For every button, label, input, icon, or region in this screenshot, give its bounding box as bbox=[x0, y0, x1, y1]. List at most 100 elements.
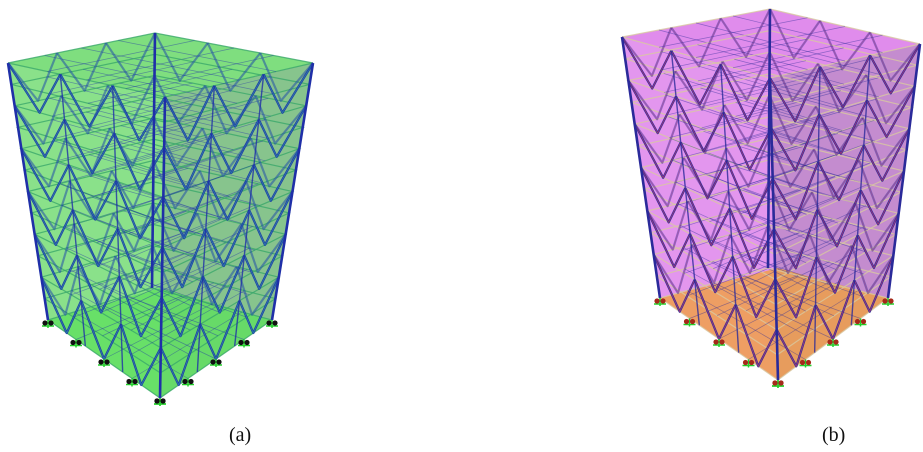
brace-highlight bbox=[723, 112, 772, 171]
diagonal-brace bbox=[110, 160, 155, 210]
brace-highlight bbox=[770, 114, 820, 172]
diagonal-brace bbox=[818, 20, 871, 71]
corner-column bbox=[150, 32, 157, 289]
support-node bbox=[799, 359, 812, 368]
floor-beam bbox=[669, 103, 805, 139]
brace-highlight bbox=[869, 32, 921, 82]
brace-highlight bbox=[627, 80, 677, 134]
brace-highlight bbox=[683, 148, 727, 198]
support-pin bbox=[238, 339, 244, 346]
base-mat bbox=[660, 268, 888, 380]
support-pin bbox=[778, 380, 784, 386]
diagonal-brace bbox=[812, 148, 860, 199]
diagonal-brace bbox=[633, 114, 681, 164]
diagonal-brace bbox=[254, 95, 308, 145]
brace-highlight bbox=[248, 191, 293, 246]
floor-beam bbox=[51, 82, 193, 117]
support-node bbox=[126, 378, 138, 387]
brace-highlight bbox=[78, 255, 116, 305]
brace-highlight bbox=[773, 209, 818, 270]
brace-highlight bbox=[854, 255, 894, 313]
support-pin bbox=[719, 339, 725, 345]
diagonal-brace bbox=[861, 117, 911, 167]
brace-highlight bbox=[769, 8, 821, 59]
brace-highlight bbox=[14, 95, 62, 145]
brace-highlight bbox=[115, 245, 153, 295]
brace-highlight bbox=[120, 324, 162, 387]
diagonal-brace bbox=[151, 245, 196, 295]
floor-beam bbox=[658, 29, 808, 70]
floor-beam bbox=[129, 226, 253, 283]
floor-beam bbox=[670, 138, 807, 191]
diagonal-brace bbox=[690, 234, 732, 285]
brace-highlight bbox=[239, 277, 280, 334]
support-pin bbox=[805, 359, 812, 366]
corner-column bbox=[6, 62, 50, 321]
floor-beam bbox=[740, 253, 863, 297]
support-pin bbox=[266, 320, 272, 326]
floor-beam bbox=[87, 68, 233, 104]
floor-beam bbox=[118, 40, 277, 72]
support-pin bbox=[272, 320, 278, 326]
brace-highlight bbox=[204, 85, 256, 135]
diagonal-brace bbox=[769, 8, 821, 60]
floor-beam bbox=[125, 55, 274, 89]
diagonal-brace bbox=[857, 159, 905, 210]
brace-highlight bbox=[670, 18, 722, 68]
brace-highlight bbox=[243, 234, 287, 290]
brace-highlight bbox=[869, 43, 921, 95]
floor-beam bbox=[661, 51, 808, 95]
brace-highlight bbox=[163, 133, 212, 191]
brace-highlight bbox=[653, 244, 693, 294]
brace-highlight bbox=[725, 138, 770, 188]
brace-highlight bbox=[34, 234, 78, 290]
brace-highlight bbox=[862, 117, 910, 167]
floor-beam bbox=[741, 183, 869, 239]
brace-highlight bbox=[161, 276, 204, 338]
diagonal-brace bbox=[865, 74, 916, 125]
floor-beam bbox=[99, 303, 217, 360]
diagonal-brace bbox=[196, 213, 243, 263]
floor-beam bbox=[84, 90, 236, 127]
brace-highlight bbox=[153, 160, 201, 210]
support-pin bbox=[654, 298, 660, 304]
floor-beam bbox=[98, 282, 219, 337]
support-node bbox=[42, 320, 54, 328]
diagonal-brace bbox=[40, 266, 80, 316]
support-node bbox=[654, 298, 666, 306]
support-pin bbox=[772, 380, 778, 386]
floor-beam bbox=[68, 268, 191, 331]
brace-highlight bbox=[258, 105, 307, 158]
brace-highlight bbox=[865, 74, 916, 124]
column bbox=[813, 66, 821, 353]
support-pin bbox=[827, 339, 833, 345]
diagonal-brace bbox=[27, 180, 71, 231]
brace-highlight bbox=[722, 52, 771, 101]
brace-highlight bbox=[208, 164, 255, 221]
brace-highlight bbox=[160, 324, 201, 387]
brace-highlight bbox=[202, 255, 245, 314]
diagonal-brace bbox=[245, 180, 294, 231]
brace-highlight bbox=[162, 180, 210, 240]
floor-beam bbox=[747, 268, 861, 336]
floor-beam bbox=[672, 159, 807, 215]
brace-highlight bbox=[152, 245, 195, 295]
floor-beam bbox=[127, 119, 266, 162]
brace-highlight bbox=[253, 148, 300, 202]
floor-beam bbox=[118, 61, 274, 95]
column bbox=[233, 74, 265, 347]
diagonal-brace bbox=[106, 75, 156, 125]
tower-model-a bbox=[6, 32, 315, 406]
floor-beam bbox=[126, 76, 271, 114]
support-node bbox=[98, 359, 110, 367]
brace-highlight bbox=[105, 32, 156, 82]
brace-highlight bbox=[76, 255, 120, 314]
floor-beam bbox=[56, 162, 197, 210]
brace-highlight bbox=[720, 8, 771, 58]
brace-highlight bbox=[107, 75, 155, 124]
diagonal-brace bbox=[627, 70, 677, 121]
brace-highlight bbox=[670, 50, 722, 106]
brace-highlight bbox=[14, 105, 65, 158]
support-pin bbox=[713, 339, 719, 345]
diagonal-brace bbox=[153, 117, 204, 167]
